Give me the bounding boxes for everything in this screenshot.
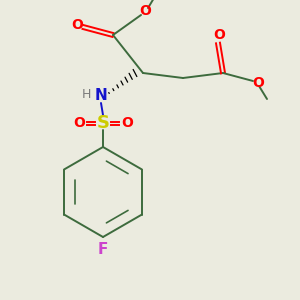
Text: O: O [71,18,83,32]
Text: O: O [252,76,264,90]
Text: F: F [98,242,108,256]
Text: O: O [73,116,85,130]
Text: O: O [213,28,225,42]
Text: H: H [81,88,91,101]
Text: O: O [139,4,151,18]
Text: N: N [94,88,107,103]
Text: S: S [97,114,110,132]
Text: O: O [121,116,133,130]
